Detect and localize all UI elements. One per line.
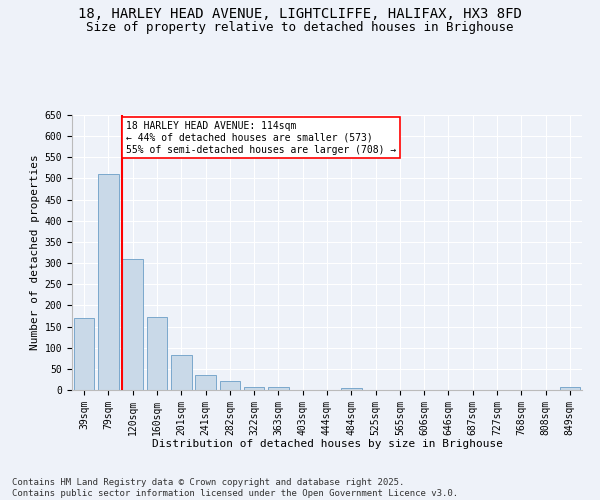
Text: 18, HARLEY HEAD AVENUE, LIGHTCLIFFE, HALIFAX, HX3 8FD: 18, HARLEY HEAD AVENUE, LIGHTCLIFFE, HAL… [78, 8, 522, 22]
Bar [74, 318, 94, 390]
Text: Size of property relative to detached houses in Brighouse: Size of property relative to detached ho… [86, 21, 514, 34]
Bar [220, 380, 240, 390]
Bar [244, 386, 265, 390]
Text: 18 HARLEY HEAD AVENUE: 114sqm
← 44% of detached houses are smaller (573)
55% of : 18 HARLEY HEAD AVENUE: 114sqm ← 44% of d… [126, 122, 396, 154]
Bar [98, 174, 119, 390]
Bar [341, 388, 362, 390]
Bar [146, 317, 167, 390]
Bar [171, 356, 191, 390]
Bar [195, 375, 216, 390]
Y-axis label: Number of detached properties: Number of detached properties [31, 154, 40, 350]
Bar [560, 387, 580, 390]
Bar [122, 259, 143, 390]
Bar [268, 386, 289, 390]
Text: Contains HM Land Registry data © Crown copyright and database right 2025.
Contai: Contains HM Land Registry data © Crown c… [12, 478, 458, 498]
X-axis label: Distribution of detached houses by size in Brighouse: Distribution of detached houses by size … [151, 439, 503, 449]
